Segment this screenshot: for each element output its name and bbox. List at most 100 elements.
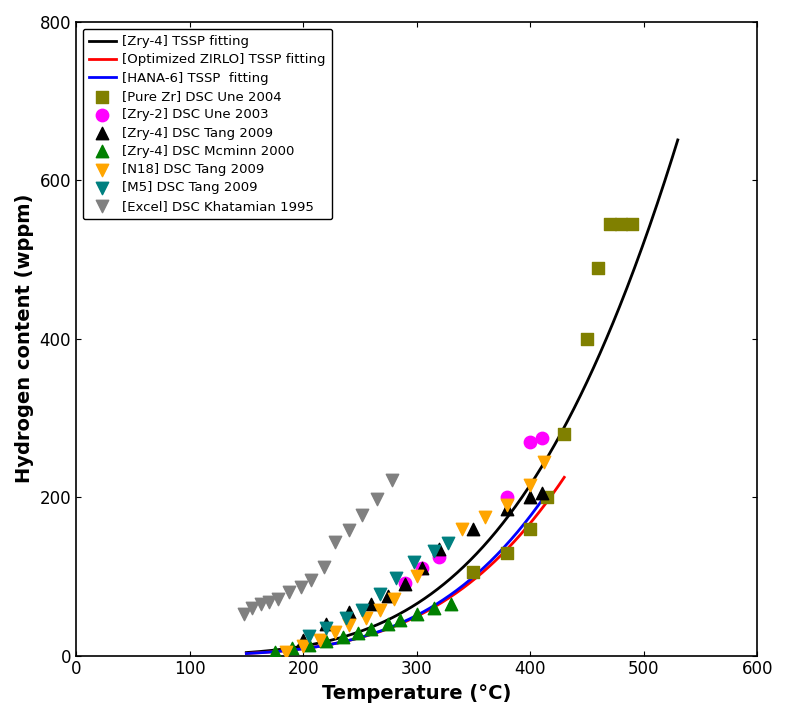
[Zry-4] TSSP fitting [412,599,422,607]
[N18] DSC Tang 2009 [537,456,550,467]
[Pure Zr] DSC Une 2004 [524,523,537,535]
[M5] DSC Tang 2009 [319,622,332,633]
[Zry-2] DSC Une 2003 [535,432,548,444]
[HANA-6] TSSP  fitting [340,637,349,645]
[Zry-4] DSC Tang 2009 [382,590,395,602]
[HANA-6] TSSP  fitting [361,632,370,640]
[Pure Zr] DSC Une 2004 [626,218,638,230]
[Zry-4] TSSP fitting [382,616,392,625]
[Zry-4] DSC Mcminn 2000 [351,628,364,639]
[Zry-4] DSC Mcminn 2000 [427,602,440,614]
[Zry-4] TSSP fitting [553,435,563,444]
[N18] DSC Tang 2009 [374,604,387,615]
[HANA-6] TSSP  fitting [460,579,470,588]
[Optimized ZIRLO] TSSP fitting [441,595,451,604]
[M5] DSC Tang 2009 [390,572,403,584]
[HANA-6] TSSP  fitting [242,649,251,658]
[N18] DSC Tang 2009 [524,480,537,491]
[M5] DSC Tang 2009 [408,556,421,568]
[M5] DSC Tang 2009 [340,612,352,623]
[Excel] DSC Khatamian 1995 [262,596,275,607]
[Zry-4] TSSP fitting [673,136,682,144]
[Optimized ZIRLO] TSSP fitting [471,574,481,582]
Y-axis label: Hydrogen content (wppm): Hydrogen content (wppm) [15,194,34,483]
Line: [Optimized ZIRLO] TSSP fitting: [Optimized ZIRLO] TSSP fitting [247,477,564,653]
Line: [HANA-6] TSSP  fitting: [HANA-6] TSSP fitting [247,493,547,653]
[Excel] DSC Khatamian 1995 [246,602,258,614]
[Zry-4] TSSP fitting [293,643,303,651]
[Zry-4] DSC Mcminn 2000 [319,635,332,647]
[Optimized ZIRLO] TSSP fitting [345,636,355,645]
[N18] DSC Tang 2009 [388,593,400,605]
[Excel] DSC Khatamian 1995 [356,509,369,521]
[M5] DSC Tang 2009 [356,604,369,615]
[Pure Zr] DSC Une 2004 [592,262,604,274]
[N18] DSC Tang 2009 [329,626,341,638]
[Zry-2] DSC Une 2003 [501,491,514,503]
[Excel] DSC Khatamian 1995 [255,598,267,610]
[Excel] DSC Khatamian 1995 [283,587,296,598]
[Zry-4] DSC Mcminn 2000 [411,609,423,620]
[HANA-6] TSSP  fitting [278,647,288,656]
[N18] DSC Tang 2009 [280,646,292,658]
X-axis label: Temperature (°C): Temperature (°C) [322,684,511,703]
[Optimized ZIRLO] TSSP fitting [473,572,482,581]
[Zry-2] DSC Une 2003 [524,436,537,447]
[N18] DSC Tang 2009 [297,640,310,652]
[Optimized ZIRLO] TSSP fitting [280,646,289,655]
[Zry-4] DSC Tang 2009 [535,488,548,499]
[Zry-4] DSC Tang 2009 [416,563,429,574]
[M5] DSC Tang 2009 [427,545,440,556]
[Pure Zr] DSC Une 2004 [615,218,627,230]
[Zry-4] DSC Mcminn 2000 [444,598,457,610]
[Zry-4] DSC Tang 2009 [319,618,332,630]
[HANA-6] TSSP  fitting [459,581,468,589]
[Excel] DSC Khatamian 1995 [385,474,398,485]
[Zry-4] DSC Tang 2009 [501,503,514,515]
[N18] DSC Tang 2009 [501,499,514,510]
[N18] DSC Tang 2009 [314,634,326,645]
[Zry-4] DSC Tang 2009 [297,634,310,645]
[Excel] DSC Khatamian 1995 [342,525,355,536]
[Zry-4] DSC Mcminn 2000 [269,646,281,658]
[Pure Zr] DSC Une 2004 [541,491,553,503]
Legend: [Zry-4] TSSP fitting, [Optimized ZIRLO] TSSP fitting, [HANA-6] TSSP  fitting, [P: [Zry-4] TSSP fitting, [Optimized ZIRLO] … [83,29,333,219]
[Optimized ZIRLO] TSSP fitting [242,649,251,658]
[Zry-4] DSC Tang 2009 [467,523,480,535]
[M5] DSC Tang 2009 [374,588,387,600]
[Zry-2] DSC Une 2003 [433,551,446,562]
[Zry-4] DSC Tang 2009 [342,606,355,617]
[Pure Zr] DSC Une 2004 [501,547,514,559]
[Pure Zr] DSC Une 2004 [581,333,593,345]
[Zry-4] DSC Tang 2009 [365,598,377,610]
[Excel] DSC Khatamian 1995 [238,609,251,620]
[Excel] DSC Khatamian 1995 [295,581,307,592]
[Zry-4] DSC Mcminn 2000 [303,640,315,651]
[HANA-6] TSSP  fitting [431,600,440,609]
[Optimized ZIRLO] TSSP fitting [559,473,569,482]
[Zry-4] DSC Tang 2009 [524,491,537,503]
Line: [Zry-4] TSSP fitting: [Zry-4] TSSP fitting [247,140,678,653]
[Optimized ZIRLO] TSSP fitting [367,630,377,638]
[Zry-4] DSC Mcminn 2000 [393,614,406,625]
[Zry-2] DSC Une 2003 [399,577,411,589]
[N18] DSC Tang 2009 [359,612,372,623]
[Excel] DSC Khatamian 1995 [272,593,284,605]
[Zry-4] DSC Mcminn 2000 [382,618,395,630]
[Zry-4] DSC Mcminn 2000 [336,632,349,643]
[Zry-4] DSC Mcminn 2000 [285,642,298,653]
[Zry-4] TSSP fitting [242,648,251,657]
[Zry-4] DSC Tang 2009 [433,543,446,554]
[Excel] DSC Khatamian 1995 [318,561,330,573]
[Excel] DSC Khatamian 1995 [305,574,318,586]
[N18] DSC Tang 2009 [478,511,491,523]
[HANA-6] TSSP  fitting [542,488,552,497]
[Excel] DSC Khatamian 1995 [329,536,341,548]
[Pure Zr] DSC Une 2004 [558,428,571,439]
[Excel] DSC Khatamian 1995 [370,493,383,505]
[Zry-4] TSSP fitting [513,499,522,508]
[Zry-4] TSSP fitting [556,431,565,439]
[M5] DSC Tang 2009 [442,537,455,549]
[Zry-4] DSC Mcminn 2000 [365,624,377,635]
[Zry-2] DSC Une 2003 [416,563,429,574]
